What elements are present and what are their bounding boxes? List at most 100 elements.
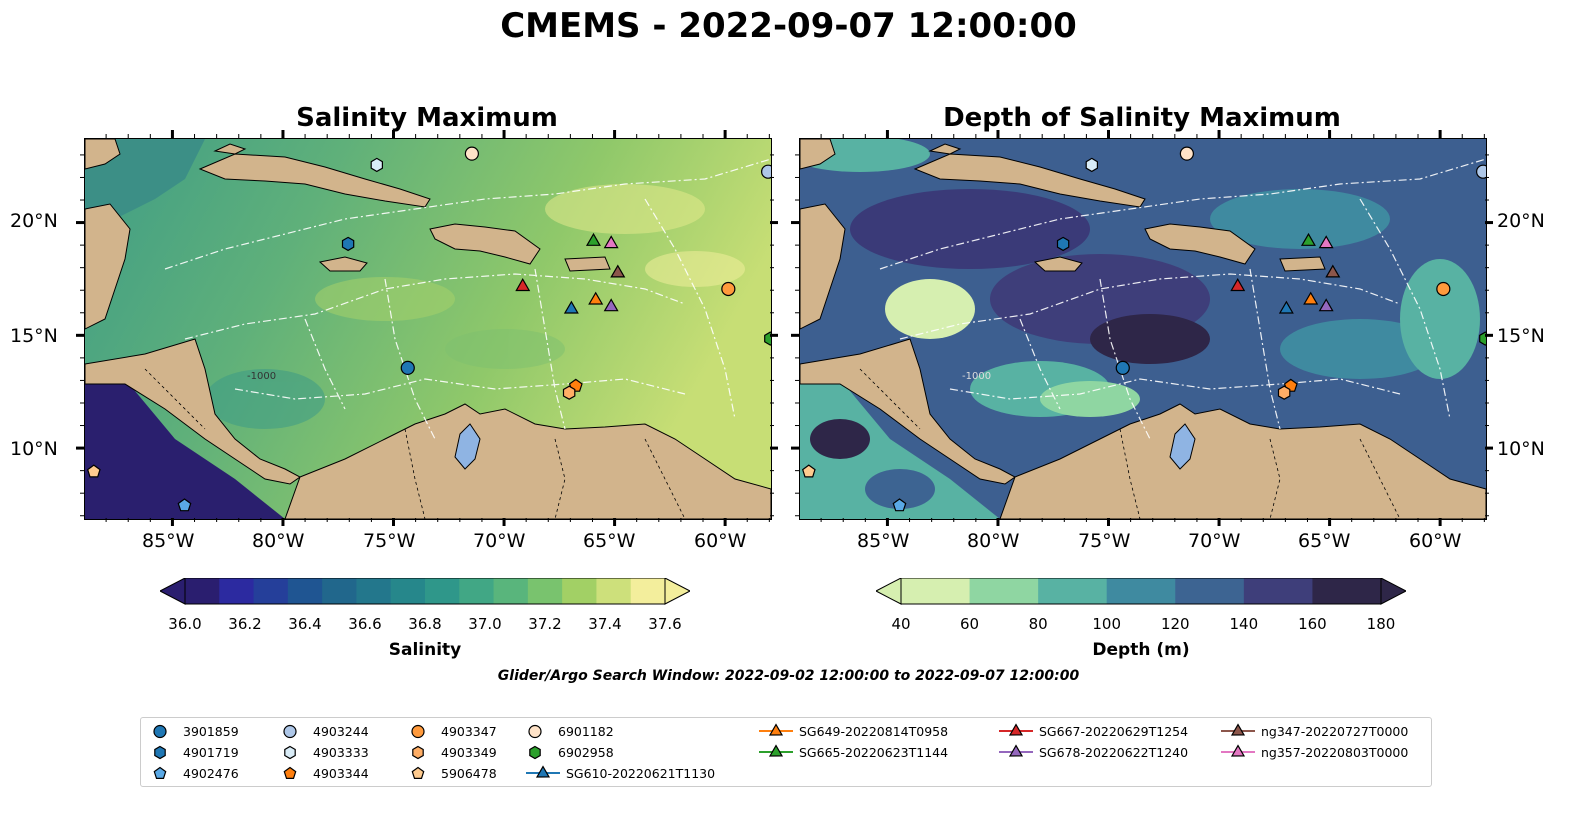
cbar-extend-high [664,578,690,605]
cbar-swatch [1106,578,1176,604]
puerto-rico [564,256,611,272]
left-lon-label-65: 65°W [583,530,636,552]
legend-label: 6901182 [558,723,614,739]
circle-marker-icon [411,724,425,739]
lake-maracaibo [454,423,481,470]
jamaica [318,256,368,272]
legend-marker [153,766,167,779]
legend-label: 5906478 [441,765,497,781]
left-lat-label-15: 15°N [10,325,58,347]
yucatan [85,203,131,330]
right-lon-label-75: 75°W [1078,530,1131,552]
legend-label: SG610-20220621T1130 [566,765,716,781]
cbar-swatch [356,578,392,604]
left-lon-label-85: 85°W [142,530,195,552]
legend-label: 4901719 [183,744,239,760]
marker-SG665-20220623T1144 [1300,232,1316,246]
legend-item: SG667-20220629T1254 [999,722,1188,740]
marker-SG667-20220629T1254 [1230,277,1246,292]
legend-marker [768,723,784,736]
legend-item: ng347-20220727T0000 [1221,722,1408,740]
cbar-swatch [219,578,255,604]
right-lon-label-70: 70°W [1188,530,1241,552]
left-lat-label-10: 10°N [10,438,58,460]
right-lat-label-20: 20°N [1497,210,1545,232]
marker-4903347 [721,281,736,297]
legend-item: 6901182 [526,722,614,740]
cbar-tick-label: 37.4 [588,615,622,633]
hexagon-marker-icon [529,745,541,760]
cbar-swatch [1175,578,1245,604]
pacific-low-salinity [85,374,285,519]
pacific-depth [800,374,1000,519]
hexagon-marker-icon [154,745,166,760]
depth-colorbar-label: Depth (m) [1092,640,1190,660]
legend-marker [768,744,784,757]
legend-item: 3901859 [151,722,239,740]
legend-item: 4903349 [409,743,497,761]
cbar-swatch [459,578,495,604]
hexagon-marker-icon [284,745,296,760]
marker-4901719 [1056,236,1070,252]
legend-marker [1008,723,1024,736]
cbar-swatch [322,578,357,604]
legend-label: SG649-20220814T0958 [799,723,949,739]
search-window-text: Glider/Argo Search Window: 2022-09-02 12… [497,668,1080,684]
axis-ticks [76,130,1493,526]
cbar-swatch [527,578,563,604]
legend-marker [411,724,425,739]
marker-ng347-20220727T0000 [1325,264,1341,278]
salinity-map-canvas: -1000 [85,139,771,519]
hispaniola [1144,223,1256,265]
right-lon-label-80: 80°W [967,530,1020,552]
puerto-rico [1279,256,1326,272]
cbar-swatch [630,578,666,604]
cbar-swatch [969,578,1039,604]
cbar-tick-label: 36.4 [288,615,322,633]
cbar-border [900,578,1382,605]
depth-colorbar [876,578,1406,605]
cbar-extend-low [160,578,186,605]
marker-SG678-20220622T1240 [1318,298,1334,312]
legend-item: 5906478 [409,764,497,782]
marker-6902958 [764,331,771,346]
legend-label: 4902476 [183,765,239,781]
cuba [198,153,431,208]
cbar-swatch [253,578,289,604]
cuba [913,153,1146,208]
salinity-colorbar [160,578,690,605]
cbar-tick-label: 140 [1229,615,1259,633]
marker-SG678-20220622T1240 [603,298,619,312]
legend-marker [1230,723,1246,736]
legend-label: 4903244 [313,723,369,739]
legend: 3901859 4901719 4902476 4903244 4903333 49033… [140,717,1432,787]
hexagon-marker-icon [412,745,424,760]
legend-marker [1230,744,1246,757]
cbar-swatch [493,578,529,604]
right-lon-label-65: 65°W [1298,530,1351,552]
legend-label: 3901859 [183,723,239,739]
legend-item: 6902958 [526,743,614,761]
right-lon-label-85: 85°W [857,530,910,552]
triangle-marker-icon [526,765,560,778]
legend-item: SG678-20220622T1240 [999,743,1188,761]
depth-map[interactable]: -1000 [799,138,1487,520]
land [85,139,771,519]
cbar-tick-label: 36.8 [408,615,442,633]
legend-marker [412,745,424,760]
legend-item: 4902476 [151,764,239,782]
salinity-map[interactable]: -1000 [84,138,772,520]
contour-label: -1000 [962,371,991,382]
axes-overlay [76,130,1493,526]
marker-4903349 [1277,385,1291,400]
cbar-extend-high [1380,578,1406,605]
legend-item: SG610-20220621T1130 [526,764,715,782]
marker-3901859 [1115,360,1130,376]
right-lon-label-60: 60°W [1409,530,1462,552]
right-lat-label-10: 10°N [1497,438,1545,460]
marker-ng347-20220727T0000 [610,264,626,278]
contour-label: -1000 [247,371,276,382]
cbar-tick-label: 36.6 [348,615,382,633]
legend-marker [528,724,542,739]
cbar-tick-label: 180 [1366,615,1396,633]
